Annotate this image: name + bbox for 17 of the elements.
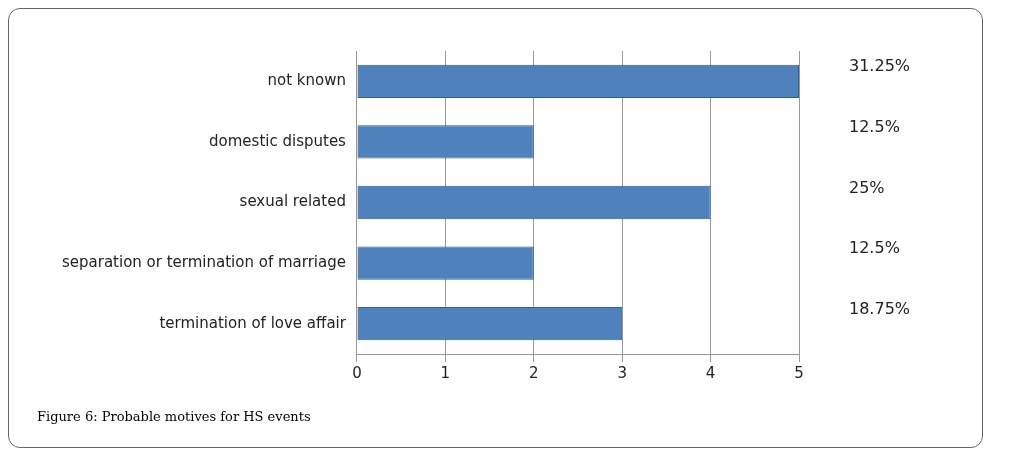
text: 18.75% (849, 298, 911, 318)
text: 12.5% (849, 117, 900, 137)
text: 25% (849, 177, 885, 197)
text: 12.5% (849, 238, 900, 258)
x-tick-label: 5 (794, 363, 804, 382)
x-tick-label: 4 (705, 363, 716, 382)
text: Figure 6: Probable motives for HS events (37, 409, 312, 424)
y-tick-label: termination of love affair (159, 313, 347, 332)
x-tick-label: 2 (528, 363, 539, 382)
y-tick-label: separation or termination of marriage (61, 252, 346, 271)
x-tick-label: 0 (352, 363, 362, 382)
x-tick-label: 3 (617, 363, 627, 382)
text: 31.25% (849, 56, 911, 76)
y-tick-label: domestic disputes (209, 131, 347, 150)
y-tick-label: sexual related (239, 192, 346, 211)
y-tick-label: not known (267, 71, 346, 90)
x-tick-label: 1 (440, 363, 451, 382)
